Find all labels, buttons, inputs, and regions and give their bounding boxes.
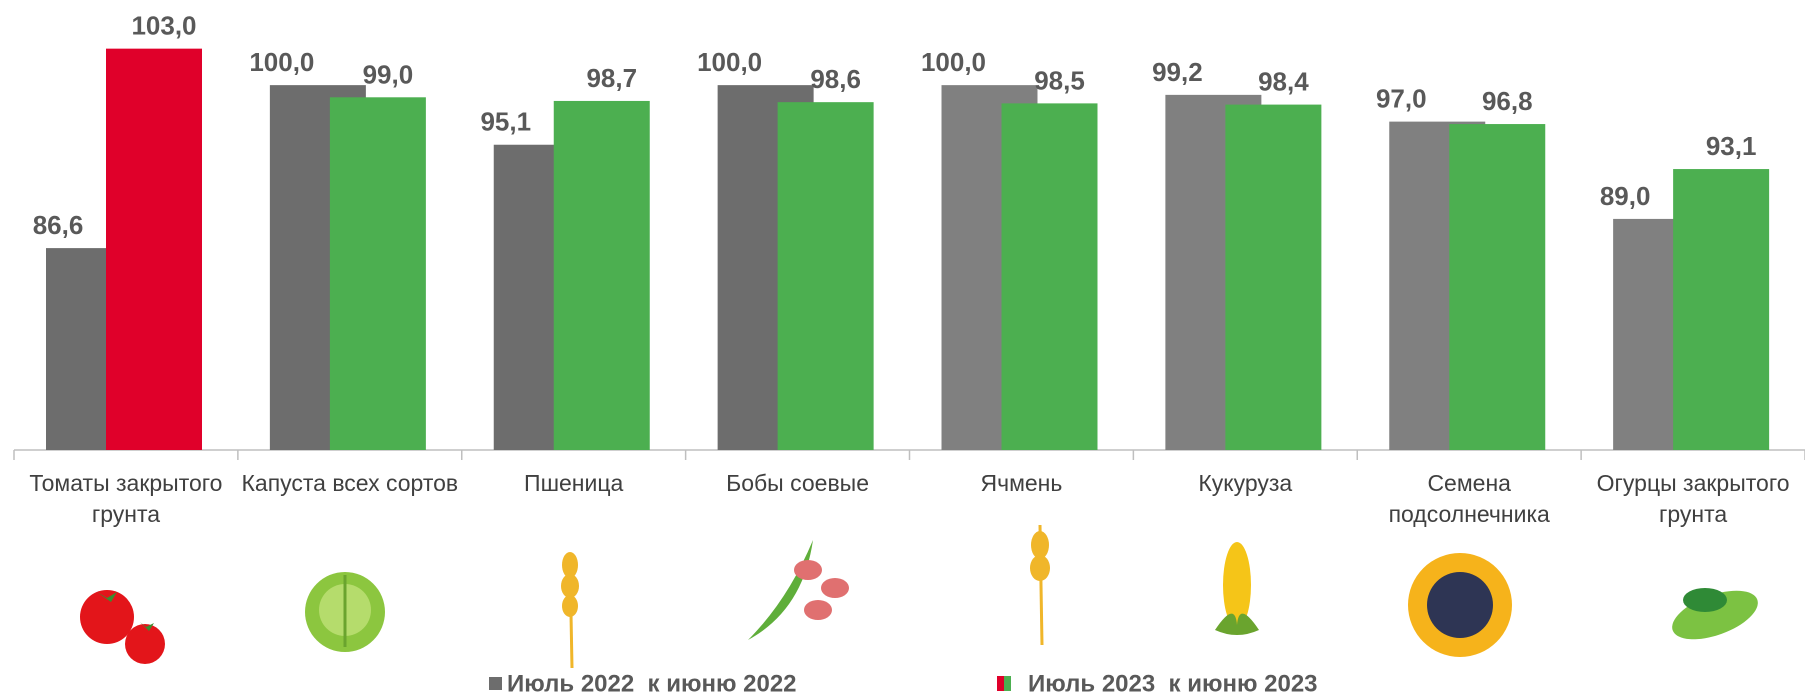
x-tick-label: Капуста всех сортов [241,470,459,496]
x-tick-label: Кукуруза [1198,470,1293,496]
icons [80,524,1758,669]
value-label: 103,0 [131,11,196,41]
value-label: 98,4 [1258,67,1309,97]
value-label: 89,0 [1600,181,1651,211]
bar [1001,103,1098,450]
value-label: 100,0 [249,47,314,77]
bar [106,48,202,450]
bar [1225,104,1322,450]
legend-swatch [489,677,502,690]
bar [777,102,874,450]
value-label: 98,7 [586,63,637,93]
value-label: 96,8 [1482,86,1533,116]
x-tick-label: Семена подсолнечника [1388,470,1550,527]
value-label: 99,2 [1152,57,1203,87]
x-tick-label: Огурцы закрытого грунта [1596,470,1790,527]
value-label: 100,0 [921,47,986,77]
value-label: 95,1 [480,107,531,137]
legend [997,676,1011,691]
x-tick-label: Бобы соевые [726,470,869,496]
value-label: 100,0 [697,47,762,77]
value-label: 86,6 [33,210,84,240]
value-label: 97,0 [1376,84,1427,114]
legend-label: Июль 2022 к июню 2022 [507,670,797,697]
bar [1673,169,1770,450]
x-tick-label: Пшеница [524,470,624,496]
bar [329,97,426,450]
bar [553,100,650,450]
x-tick-label: Томаты закрытого грунта [29,470,223,527]
value-label: 93,1 [1706,131,1757,161]
value-label: 98,6 [810,64,861,94]
bar [1449,124,1546,451]
legend-label: Июль 2023 к июню 2023 [1028,670,1318,697]
value-label: 99,0 [363,59,414,89]
value-label: 98,5 [1034,65,1085,95]
x-tick-label: Ячмень [980,470,1063,496]
